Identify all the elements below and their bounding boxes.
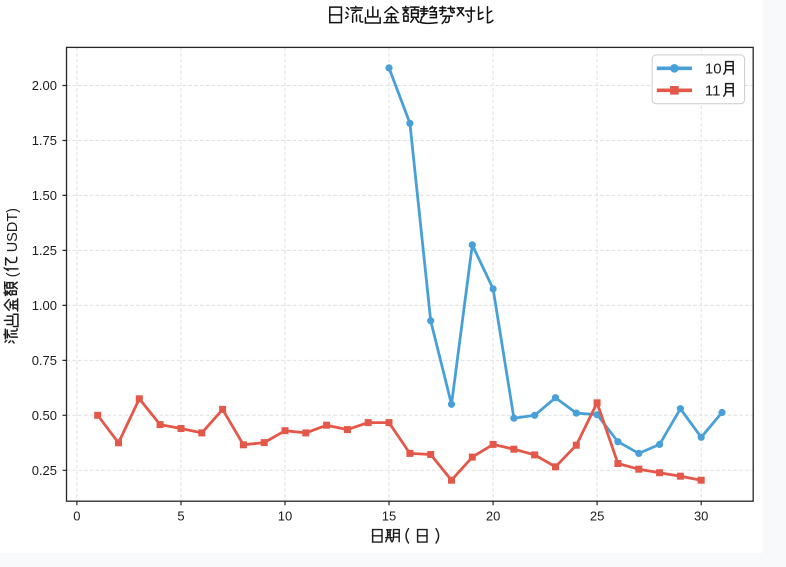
svg-text:15: 15 <box>382 509 396 524</box>
svg-text:30: 30 <box>694 509 708 524</box>
svg-text:20: 20 <box>486 509 500 524</box>
svg-text:0.75: 0.75 <box>32 353 57 368</box>
svg-text:25: 25 <box>590 509 604 524</box>
svg-text:USDT): USDT) <box>5 208 21 252</box>
svg-text:10: 10 <box>705 61 722 78</box>
svg-text:11: 11 <box>705 83 721 100</box>
svg-text:0.50: 0.50 <box>32 408 57 423</box>
svg-text:0.25: 0.25 <box>32 463 57 478</box>
svg-text:1.00: 1.00 <box>32 298 57 313</box>
svg-text:2.00: 2.00 <box>32 78 57 93</box>
svg-text:5: 5 <box>177 509 184 524</box>
svg-text:0: 0 <box>73 509 80 524</box>
svg-text:1.75: 1.75 <box>32 133 57 148</box>
svg-text:10: 10 <box>278 509 292 524</box>
svg-text:1.25: 1.25 <box>32 243 57 258</box>
svg-text:1.50: 1.50 <box>32 188 57 203</box>
svg-text:(: ( <box>5 272 21 277</box>
